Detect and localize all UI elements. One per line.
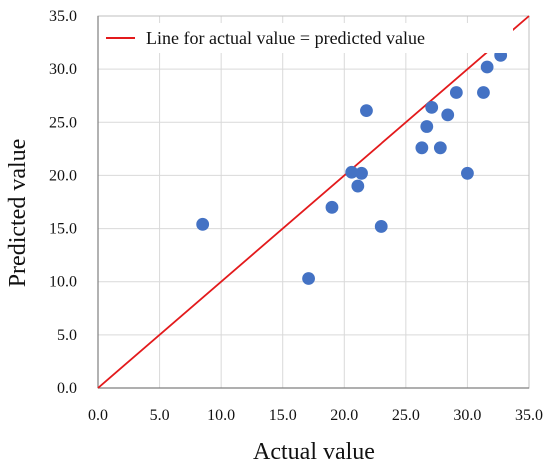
data-point [415, 141, 429, 155]
y-tick-label: 25.0 [49, 114, 77, 131]
x-tick-label: 10.0 [207, 407, 235, 424]
data-point [374, 220, 388, 233]
data-points-layer [196, 48, 508, 285]
x-tick-label: 15.0 [269, 407, 297, 424]
data-point [441, 108, 455, 122]
data-point [351, 179, 365, 193]
y-tick-label: 10.0 [49, 274, 77, 291]
x-tick-label: 20.0 [330, 407, 358, 424]
x-tick-label: 0.0 [88, 407, 108, 424]
data-point [420, 120, 434, 133]
x-axis-title: Actual value [253, 439, 375, 465]
axes-layer [97, 15, 530, 389]
y-tick-label: 35.0 [49, 8, 77, 25]
y-axis-title: Predicted value [5, 139, 31, 288]
data-point [461, 166, 474, 180]
y-tick-label: 30.0 [49, 61, 77, 78]
identity-reference-line [97, 15, 530, 389]
reference-line-layer [97, 15, 530, 389]
data-point [355, 166, 368, 180]
data-point [302, 272, 315, 285]
y-tick-label: 0.0 [57, 380, 77, 397]
y-tick-label: 15.0 [49, 221, 77, 238]
data-point [425, 101, 439, 114]
x-tick-label: 25.0 [392, 407, 420, 424]
legend-background [105, 23, 513, 53]
data-point [480, 60, 494, 74]
legend: Line for actual value = predicted value [105, 23, 513, 53]
tick-labels-layer: 0.0 5.0 10.0 15.0 20.0 25.0 30.0 35.0 0.0 5.0 10.0… [49, 8, 543, 424]
y-tick-label: 5.0 [57, 327, 77, 344]
data-point [449, 86, 463, 99]
data-point [360, 104, 373, 117]
x-tick-label: 30.0 [453, 407, 481, 424]
data-point [477, 86, 490, 99]
y-tick-label: 20.0 [49, 167, 77, 184]
x-tick-label: 35.0 [515, 407, 543, 424]
data-point [196, 217, 210, 231]
data-point [325, 200, 339, 214]
data-point [433, 141, 447, 155]
legend-label: Line for actual value = predicted value [146, 28, 425, 48]
x-tick-label: 5.0 [150, 407, 170, 424]
